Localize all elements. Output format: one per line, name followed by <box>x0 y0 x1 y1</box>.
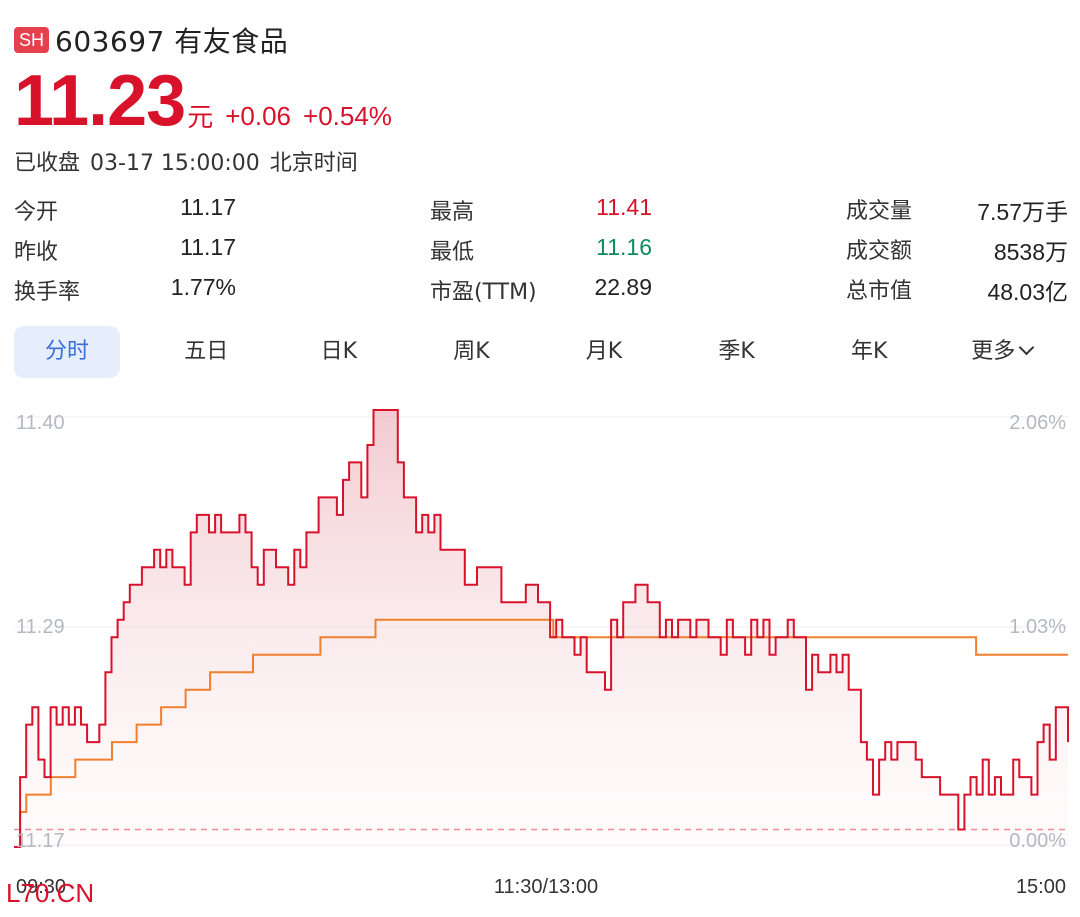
stat-value: 22.89 <box>594 274 652 300</box>
stat-label: 成交量 <box>846 199 913 224</box>
price-area-fill <box>14 410 1068 847</box>
intraday-chart[interactable]: 11.40 11.29 11.17 2.06% 1.03% 0.00% 09:3… <box>0 395 1080 905</box>
status-timezone: 北京时间 <box>269 151 358 176</box>
stats-row: 今开 11.17 最高 11.41 成交量 7.57万手 <box>14 190 1068 230</box>
stat-prev-close: 昨收 11.17 <box>14 234 236 266</box>
stat-label: 换手率 <box>14 280 81 305</box>
y-right-tick: 0.00% <box>1009 830 1066 852</box>
tab-weekly-k[interactable]: 周K <box>453 339 490 364</box>
x-tick: 15:00 <box>1016 876 1066 898</box>
stat-high: 最高 11.41 <box>430 194 652 226</box>
stat-label: 今开 <box>14 200 59 225</box>
stat-value: 11.16 <box>596 234 652 260</box>
chart-period-tabs: 分时 五日 日K 周K 月K 季K 年K 更多 <box>14 326 1068 378</box>
stats-row: 换手率 1.77% 市盈(TTM) 22.89 总市值 48.03亿 <box>14 270 1068 310</box>
y-left-tick: 11.29 <box>16 616 65 638</box>
stat-turnover-rate: 换手率 1.77% <box>14 274 236 306</box>
stat-market-cap: 总市值 48.03亿 <box>846 273 1068 307</box>
price-change: +0.06 <box>225 101 292 131</box>
stat-pe-ttm: 市盈(TTM) 22.89 <box>430 274 652 306</box>
stat-label: 总市值 <box>846 279 913 304</box>
stat-value: 11.17 <box>180 194 236 220</box>
price-change-pct: +0.54% <box>303 101 392 131</box>
chevron-down-icon <box>1018 339 1035 356</box>
tab-more[interactable]: 更多 <box>935 326 1068 378</box>
stat-turnover: 成交额 8538万 <box>846 233 1068 267</box>
stat-value: 1.77% <box>170 274 236 300</box>
x-tick: 09:30 <box>16 876 66 898</box>
average-price-line <box>14 618 1068 848</box>
stats-row: 昨收 11.17 最低 11.16 成交额 8538万 <box>14 230 1068 270</box>
tab-intraday[interactable]: 分时 <box>14 326 120 378</box>
stat-open: 今开 11.17 <box>14 194 236 226</box>
status-text: 已收盘 <box>14 151 81 176</box>
y-right-tick: 2.06% <box>1009 412 1066 434</box>
current-price: 11.23 <box>14 61 186 141</box>
stock-header: SH 603697 有友食品 <box>14 20 288 60</box>
x-tick: 11:30/13:00 <box>494 876 598 898</box>
exchange-badge: SH <box>14 27 50 53</box>
y-left-tick: 11.17 <box>16 830 65 852</box>
tab-monthly-k[interactable]: 月K <box>585 339 623 364</box>
market-status: 已收盘 03-17 15:00:00 北京时间 <box>14 145 368 177</box>
stat-value: 11.41 <box>596 194 652 220</box>
tab-five-day[interactable]: 五日 <box>184 339 229 364</box>
price-row: 11.23 元 +0.06 +0.54% <box>14 61 392 141</box>
tab-daily-k[interactable]: 日K <box>320 339 358 364</box>
stock-code-name: 603697 有友食品 <box>55 25 289 58</box>
stat-label: 最高 <box>430 200 475 225</box>
y-left-tick: 11.40 <box>16 412 65 434</box>
stat-label: 市盈(TTM) <box>430 280 537 305</box>
watermark: L70.CN <box>6 878 95 908</box>
stat-low: 最低 11.16 <box>430 234 652 266</box>
stat-value: 48.03亿 <box>987 279 1068 305</box>
tab-quarterly-k[interactable]: 季K <box>718 339 755 364</box>
price-line <box>14 409 1069 848</box>
stat-value: 8538万 <box>993 239 1068 265</box>
stat-label: 昨收 <box>14 240 59 265</box>
y-right-tick: 1.03% <box>1009 616 1066 638</box>
stat-label: 成交额 <box>846 239 913 264</box>
stat-label: 最低 <box>430 240 475 265</box>
stats-grid: 今开 11.17 最高 11.41 成交量 7.57万手 昨收 11.17 最低 11.1… <box>14 190 1068 310</box>
status-datetime: 03-17 15:00:00 <box>90 151 260 176</box>
stat-value: 11.17 <box>180 234 236 260</box>
price-unit: 元 <box>187 103 214 133</box>
tab-more-label: 更多 <box>971 339 1016 364</box>
stat-value: 7.57万手 <box>977 199 1068 225</box>
tab-yearly-k[interactable]: 年K <box>850 339 888 364</box>
stat-volume: 成交量 7.57万手 <box>846 193 1068 227</box>
